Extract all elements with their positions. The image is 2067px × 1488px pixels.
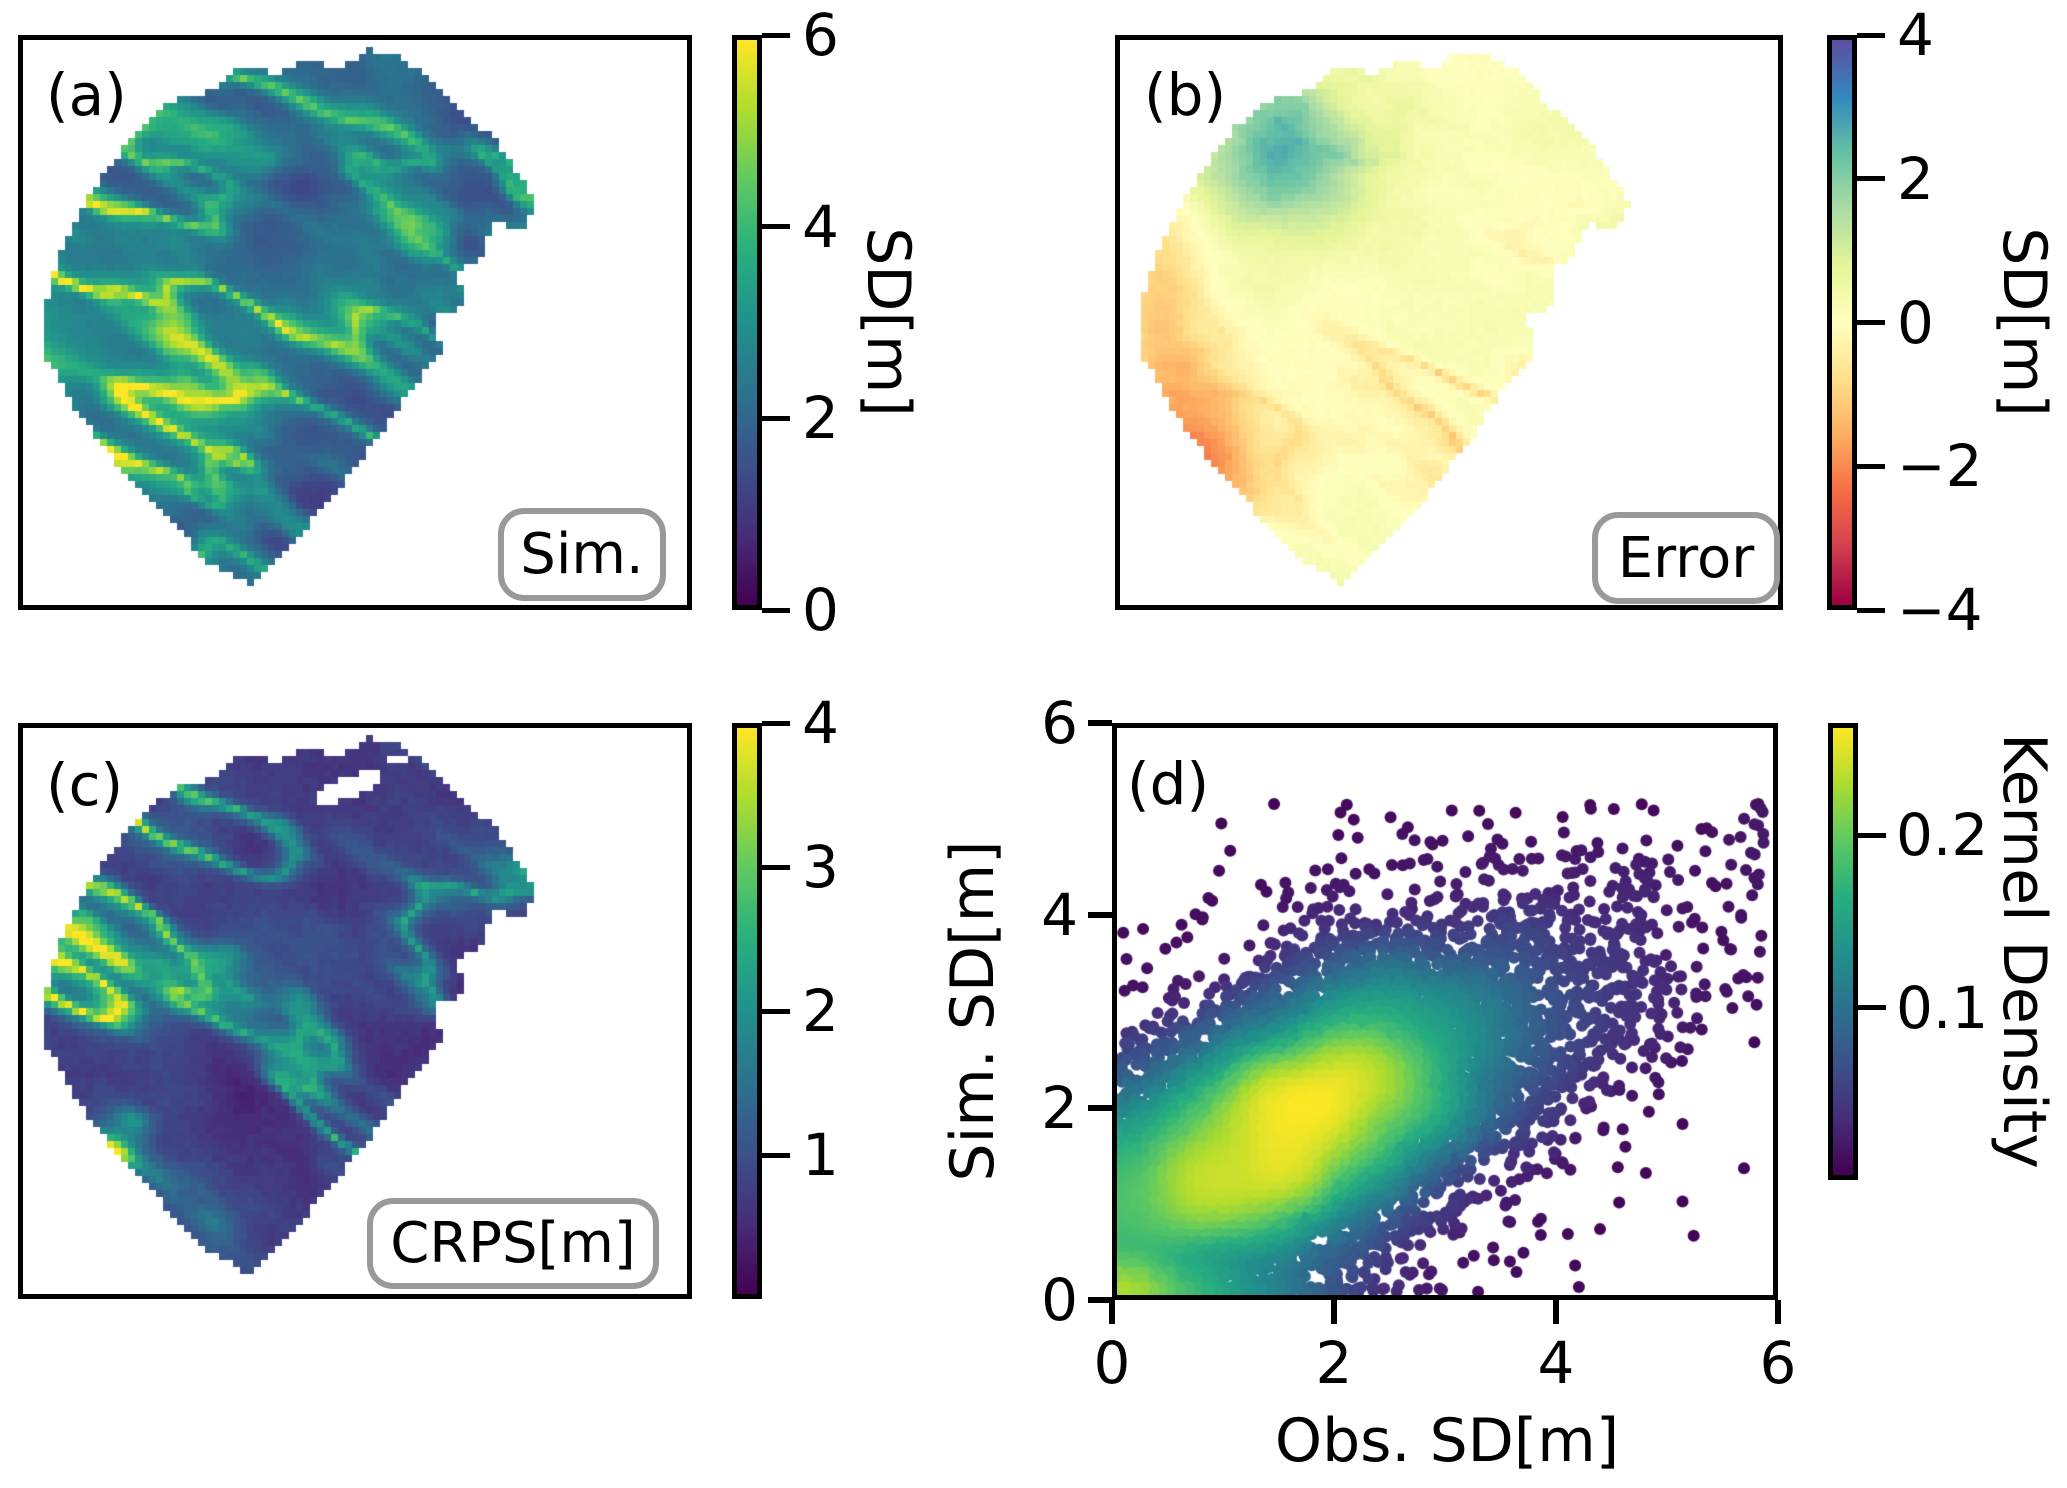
colorbar-c-tick-label: 4	[802, 689, 839, 757]
yaxis-tick	[1088, 1104, 1112, 1111]
panel-d-scatter-canvas	[1117, 728, 1773, 1295]
panel-d-yaxis-label: Sim. SD[m]	[938, 840, 1008, 1182]
yaxis-tick-label: 0	[1041, 1266, 1078, 1334]
panel-b-colorbar-canvas	[1832, 40, 1852, 605]
colorbar-b-tick	[1857, 32, 1885, 38]
panel-d-xaxis-label: Obs. SD[m]	[1274, 1406, 1620, 1476]
colorbar-c-tick	[762, 1008, 790, 1014]
yaxis-tick-label: 4	[1041, 881, 1078, 950]
panel-c-tag: (c)	[46, 751, 124, 819]
panel-b-colorbar-label: SD[m]	[1989, 227, 2059, 417]
panel-d-colorbar-canvas	[1833, 728, 1853, 1175]
colorbar-a-tick	[762, 415, 790, 421]
colorbar-a-tick-label: 0	[802, 576, 839, 644]
colorbar-b-tick	[1857, 463, 1885, 469]
panel-b-map-canvas	[1120, 40, 1778, 605]
colorbar-c-tick	[762, 864, 790, 870]
colorbar-b-tick	[1857, 320, 1885, 325]
colorbar-b-tick-label: 2	[1897, 144, 1934, 213]
xaxis-tick	[1331, 1300, 1337, 1324]
panel-c-badge: CRPS[m]	[367, 1198, 659, 1289]
colorbar-a-tick-label: 6	[802, 1, 839, 69]
colorbar-c-tick	[762, 720, 790, 726]
yaxis-tick	[1088, 1297, 1112, 1303]
panel-d-tag: (d)	[1127, 750, 1210, 818]
panel-b-badge: Error	[1592, 512, 1780, 604]
colorbar-c-tick	[762, 1152, 790, 1158]
colorbar-a-tick	[762, 607, 790, 613]
panel-a-colorbar	[732, 35, 762, 610]
yaxis-tick-label: 6	[1041, 689, 1078, 757]
colorbar-b-tick	[1857, 607, 1885, 613]
colorbar-b-tick	[1857, 176, 1885, 182]
yaxis-tick-label: 2	[1041, 1073, 1078, 1142]
xaxis-tick-label: 4	[1537, 1329, 1575, 1397]
panel-a-badge: Sim.	[498, 508, 666, 601]
colorbar-a-tick	[762, 32, 790, 38]
panel-a-colorbar-canvas	[737, 40, 757, 605]
colorbar-d-tick	[1858, 832, 1886, 838]
colorbar-d-tick	[1858, 1005, 1886, 1011]
xaxis-tick	[1553, 1300, 1559, 1324]
colorbar-d-tick-label: 0.1	[1896, 973, 1989, 1042]
panel-d-axes	[1112, 723, 1778, 1300]
panel-a-tag: (a)	[46, 61, 127, 129]
yaxis-tick	[1088, 912, 1112, 919]
colorbar-b-tick-label: −2	[1897, 432, 1983, 501]
yaxis-tick	[1088, 720, 1112, 726]
panel-c-colorbar-canvas	[737, 728, 757, 1294]
xaxis-tick-label: 0	[1093, 1329, 1131, 1397]
panel-b-tag: (b)	[1144, 61, 1227, 129]
colorbar-a-tick-label: 4	[802, 192, 839, 261]
colorbar-c-tick-label: 3	[802, 833, 839, 901]
colorbar-a-tick-label: 2	[802, 384, 839, 453]
xaxis-tick-label: 6	[1759, 1329, 1797, 1397]
panel-a-colorbar-label: SD[m]	[853, 227, 923, 417]
panel-d-colorbar	[1828, 723, 1858, 1180]
panel-c-colorbar	[732, 723, 762, 1299]
xaxis-tick-label: 2	[1315, 1329, 1353, 1397]
colorbar-b-tick-label: −4	[1897, 576, 1983, 644]
colorbar-b-tick-label: 4	[1897, 1, 1934, 69]
panel-a-axes	[18, 35, 692, 610]
xaxis-tick	[1109, 1300, 1115, 1324]
colorbar-a-tick	[762, 224, 790, 230]
colorbar-d-tick-label: 0.2	[1896, 801, 1989, 870]
panel-b-colorbar	[1827, 35, 1857, 610]
colorbar-c-tick-label: 1	[802, 1121, 839, 1189]
colorbar-b-tick-label: 0	[1897, 288, 1934, 357]
colorbar-c-tick-label: 2	[802, 977, 839, 1045]
xaxis-tick	[1775, 1300, 1781, 1324]
panel-d-colorbar-label: Kernel Density	[1989, 733, 2059, 1169]
